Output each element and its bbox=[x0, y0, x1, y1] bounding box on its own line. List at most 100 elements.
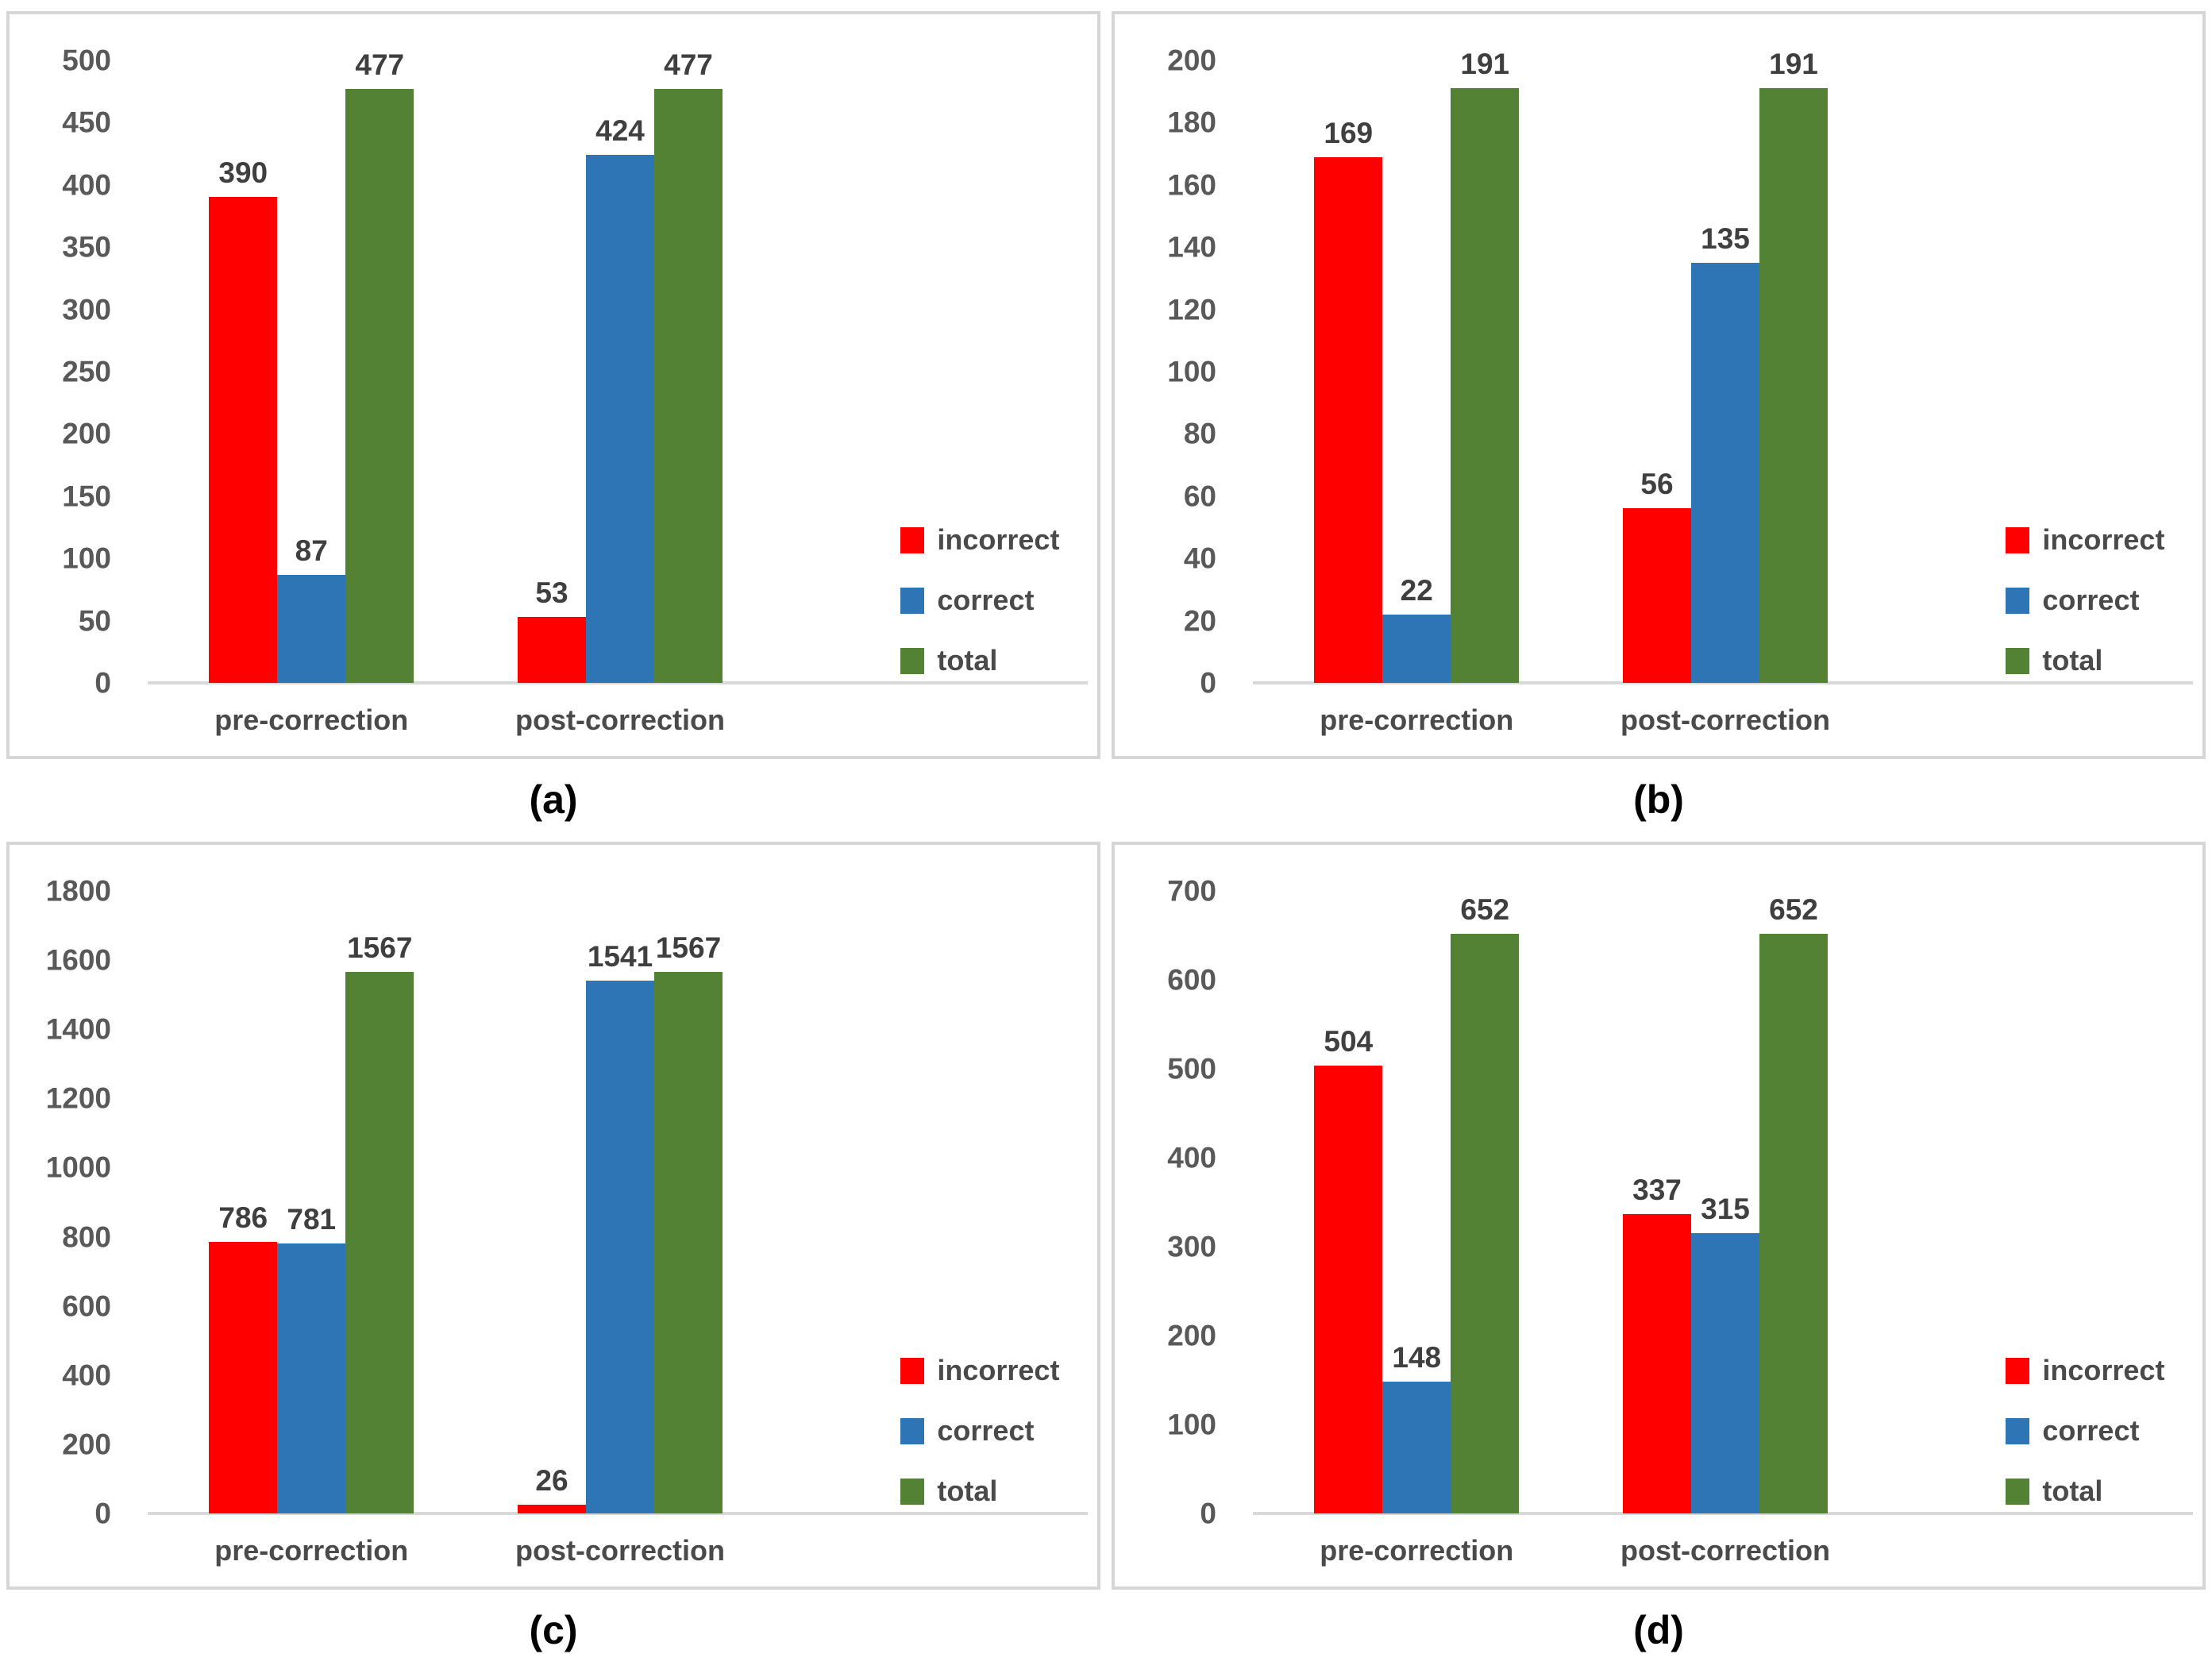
bar-value-label-total-post-correction: 477 bbox=[664, 48, 713, 82]
y-tick-label: 100 bbox=[62, 542, 111, 575]
legend-item-correct: correct bbox=[900, 586, 1059, 615]
legend-swatch-correct bbox=[900, 1417, 925, 1444]
bar-total-pre-correction bbox=[345, 971, 414, 1513]
x-axis-line bbox=[148, 1512, 1088, 1515]
bar-slot: 191 bbox=[1451, 49, 1520, 683]
bar-group-pre-correction: 169 22 191 bbox=[1314, 49, 1520, 683]
chart-cell-b: 200 180 160 140 120 100 80 60 40 20 0 169 22 191 pre-c… bbox=[1112, 11, 2206, 823]
bar-slot: 1567 bbox=[345, 891, 414, 1513]
legend-swatch-total bbox=[2006, 1478, 2030, 1505]
caption-d: (d) bbox=[1633, 1608, 1684, 1652]
bar-slot: 169 bbox=[1314, 60, 1383, 683]
bar-value-label-correct-pre-correction: 781 bbox=[287, 1202, 337, 1236]
plot-area: 200 180 160 140 120 100 80 60 40 20 0 169 22 191 pre-c… bbox=[1167, 46, 2193, 736]
legend-label-incorrect: incorrect bbox=[937, 523, 1060, 556]
caption-a: (a) bbox=[529, 777, 578, 822]
bar-slot: 1541 bbox=[586, 891, 654, 1513]
bar-correct-post-correction bbox=[586, 980, 654, 1513]
x-category-label-post-correction: post-correction bbox=[1620, 1534, 1831, 1567]
y-tick-label: 0 bbox=[1200, 1497, 1216, 1530]
y-tick-label: 200 bbox=[62, 417, 111, 450]
legend-label-correct: correct bbox=[937, 584, 1035, 616]
x-category-label-post-correction: post-correction bbox=[514, 1534, 726, 1567]
legend-swatch-total bbox=[900, 1478, 925, 1505]
bar-group-pre-correction: 504 148 652 bbox=[1314, 891, 1520, 1513]
y-tick-label: 600 bbox=[62, 1290, 111, 1323]
bar-correct-pre-correction bbox=[1382, 614, 1451, 683]
bar-value-label-correct-post-correction: 135 bbox=[1701, 222, 1750, 255]
y-tick-label: 800 bbox=[62, 1220, 111, 1254]
legend-item-incorrect: incorrect bbox=[2006, 526, 2164, 554]
legend-label-incorrect: incorrect bbox=[937, 1354, 1060, 1386]
bar-total-post-correction bbox=[1759, 933, 1828, 1513]
y-tick-label: 1600 bbox=[45, 943, 111, 977]
legend-swatch-incorrect bbox=[900, 526, 925, 553]
bar-value-label-incorrect-post-correction: 56 bbox=[1640, 468, 1674, 501]
x-category-label-pre-correction: pre-correction bbox=[214, 704, 409, 736]
bar-group-post-correction: 337 315 652 bbox=[1623, 891, 1828, 1513]
caption-b: (b) bbox=[1633, 777, 1684, 822]
y-tick-label: 300 bbox=[62, 293, 111, 326]
legend-item-correct: correct bbox=[900, 1417, 1059, 1445]
bar-value-label-incorrect-post-correction: 26 bbox=[535, 1463, 568, 1497]
y-tick-label: 180 bbox=[1167, 106, 1216, 139]
y-tick-label: 400 bbox=[1167, 1141, 1216, 1174]
bar-incorrect-pre-correction bbox=[1314, 1065, 1383, 1513]
plot-area: 500 450 400 350 300 250 200 150 100 50 0 390 87 477 pr… bbox=[62, 46, 1088, 736]
bar-slot: 652 bbox=[1759, 891, 1828, 1513]
y-tick-label: 600 bbox=[1167, 963, 1216, 997]
y-tick-label: 400 bbox=[62, 1359, 111, 1392]
bar-total-pre-correction bbox=[345, 89, 414, 683]
legend-label-total: total bbox=[937, 644, 998, 677]
y-tick-label: 100 bbox=[1167, 355, 1216, 388]
bar-value-label-correct-post-correction: 315 bbox=[1701, 1193, 1750, 1226]
bar-slot: 56 bbox=[1623, 60, 1691, 683]
bar-total-post-correction bbox=[654, 89, 723, 683]
x-category-label-post-correction: post-correction bbox=[514, 704, 726, 736]
legend-item-total: total bbox=[2006, 1477, 2164, 1506]
legend-swatch-total bbox=[2006, 647, 2030, 674]
bar-group-pre-correction: 390 87 477 bbox=[209, 50, 414, 683]
bar-correct-pre-correction bbox=[1382, 1382, 1451, 1513]
x-category-label-post-correction: post-correction bbox=[1620, 704, 1831, 736]
bar-slot: 786 bbox=[209, 891, 278, 1513]
bar-incorrect-pre-correction bbox=[209, 1241, 278, 1513]
bar-group-post-correction: 26 1541 1567 bbox=[518, 891, 723, 1513]
bar-correct-post-correction bbox=[1691, 262, 1759, 683]
bar-value-label-total-post-correction: 652 bbox=[1769, 893, 1818, 926]
bar-slot: 337 bbox=[1623, 891, 1691, 1513]
bar-group-post-correction: 56 135 191 bbox=[1623, 49, 1828, 683]
bar-correct-post-correction bbox=[1691, 1233, 1759, 1513]
legend-swatch-incorrect bbox=[2006, 1357, 2030, 1384]
chart-panel-d: 700 600 500 400 300 200 100 0 504 148 652 pre-corre… bbox=[1112, 842, 2206, 1590]
bar-slot: 87 bbox=[277, 60, 346, 683]
bar-value-label-incorrect-pre-correction: 169 bbox=[1324, 116, 1374, 149]
y-tick-label: 500 bbox=[62, 44, 111, 77]
y-tick-label: 300 bbox=[1167, 1230, 1216, 1263]
legend: incorrect correct total bbox=[2006, 1356, 2164, 1506]
bar-value-label-correct-pre-correction: 22 bbox=[1400, 573, 1433, 607]
bar-incorrect-pre-correction bbox=[209, 197, 278, 683]
legend-swatch-correct bbox=[900, 587, 925, 614]
bar-value-label-correct-pre-correction: 87 bbox=[295, 534, 328, 567]
bar-value-label-incorrect-pre-correction: 786 bbox=[218, 1201, 268, 1234]
legend-label-total: total bbox=[2042, 1475, 2103, 1507]
bar-value-label-correct-post-correction: 1541 bbox=[587, 939, 653, 973]
bar-incorrect-post-correction bbox=[1623, 1213, 1691, 1513]
chart-panel-a: 500 450 400 350 300 250 200 150 100 50 0 390 87 477 pr… bbox=[6, 11, 1100, 759]
chart-panel-c: 1800 1600 1400 1200 1000 800 600 400 200 0 786 781 1… bbox=[6, 842, 1100, 1590]
bar-value-label-incorrect-pre-correction: 390 bbox=[218, 156, 268, 190]
bar-correct-post-correction bbox=[586, 155, 654, 683]
y-tick-label: 140 bbox=[1167, 230, 1216, 264]
bar-slot: 191 bbox=[1759, 49, 1828, 683]
legend-swatch-total bbox=[900, 647, 925, 674]
legend: incorrect correct total bbox=[900, 526, 1059, 675]
y-tick-label: 1200 bbox=[45, 1081, 111, 1115]
y-tick-label: 450 bbox=[62, 106, 111, 139]
bar-group-pre-correction: 786 781 1567 bbox=[209, 891, 414, 1513]
y-tick-label: 100 bbox=[1167, 1408, 1216, 1441]
y-tick-label: 0 bbox=[94, 1497, 111, 1530]
chart-cell-d: 700 600 500 400 300 200 100 0 504 148 652 pre-corre… bbox=[1112, 842, 2206, 1653]
x-axis-line bbox=[1253, 681, 2193, 684]
y-tick-label: 60 bbox=[1183, 480, 1216, 513]
